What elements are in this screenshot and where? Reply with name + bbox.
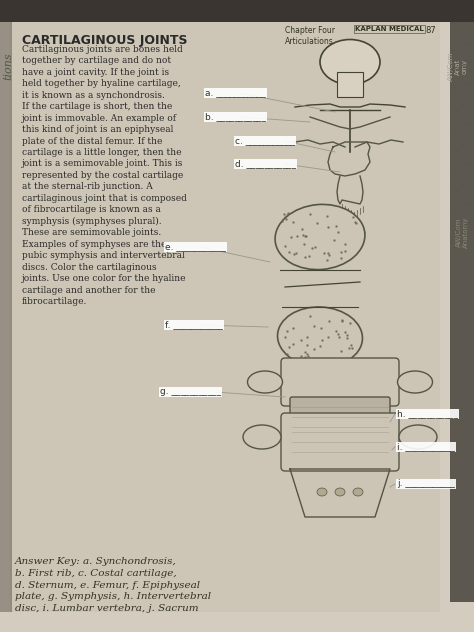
Text: Chapter Four
Articulations: Chapter Four Articulations bbox=[285, 26, 335, 46]
Text: 87: 87 bbox=[425, 26, 436, 35]
Text: j. ___________: j. ___________ bbox=[397, 480, 455, 489]
Ellipse shape bbox=[247, 371, 283, 393]
FancyBboxPatch shape bbox=[281, 358, 399, 406]
Bar bbox=[0, 12, 12, 612]
Ellipse shape bbox=[399, 425, 437, 449]
Ellipse shape bbox=[353, 488, 363, 496]
Text: KAPLAN MEDICAL: KAPLAN MEDICAL bbox=[355, 26, 424, 32]
Text: AW/Com
Anatomy: AW/Com Anatomy bbox=[456, 216, 468, 248]
Text: i. ___________: i. ___________ bbox=[397, 442, 455, 451]
Text: Answer Key: a. Synchondrosis,
b. First rib, c. Costal cartilage,
d. Sternum, e. : Answer Key: a. Synchondrosis, b. First r… bbox=[15, 557, 211, 613]
Bar bbox=[337, 72, 363, 97]
FancyBboxPatch shape bbox=[281, 413, 399, 471]
Text: Cartilaginous joints are bones held
together by cartilage and do not
have a join: Cartilaginous joints are bones held toge… bbox=[22, 45, 187, 306]
Text: f. ___________: f. ___________ bbox=[165, 320, 223, 329]
Text: AW/Com
Anat
omy: AW/Com Anat omy bbox=[448, 52, 468, 82]
FancyBboxPatch shape bbox=[290, 397, 390, 417]
Ellipse shape bbox=[335, 488, 345, 496]
Text: CARTILAGINOUS JOINTS: CARTILAGINOUS JOINTS bbox=[22, 34, 188, 47]
Bar bbox=[450, 22, 474, 602]
Bar bbox=[0, 0, 474, 22]
Ellipse shape bbox=[278, 307, 363, 367]
Ellipse shape bbox=[320, 39, 380, 85]
Ellipse shape bbox=[243, 425, 281, 449]
Ellipse shape bbox=[275, 204, 365, 270]
Text: d. ___________: d. ___________ bbox=[235, 159, 296, 169]
Text: a. ___________: a. ___________ bbox=[205, 88, 266, 97]
Text: b. ___________: b. ___________ bbox=[205, 112, 266, 121]
Polygon shape bbox=[290, 469, 390, 517]
Ellipse shape bbox=[339, 223, 361, 241]
Ellipse shape bbox=[398, 371, 432, 393]
Ellipse shape bbox=[317, 488, 327, 496]
Text: c. ___________: c. ___________ bbox=[235, 137, 295, 145]
Text: g. ___________: g. ___________ bbox=[160, 387, 221, 396]
Text: tions: tions bbox=[3, 52, 13, 80]
Text: h. ___________: h. ___________ bbox=[397, 410, 458, 418]
Text: e. ___________: e. ___________ bbox=[165, 243, 226, 252]
